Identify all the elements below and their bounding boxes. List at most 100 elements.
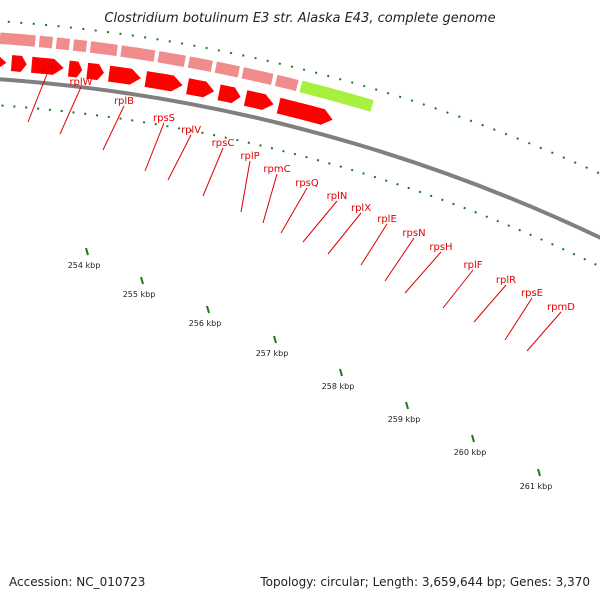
gene-label-rpsQ: rpsQ xyxy=(295,178,319,189)
gene-leader-line xyxy=(262,173,278,224)
gene-band-segment xyxy=(38,35,54,50)
kbp-major-tick xyxy=(206,305,210,314)
ruler-tick xyxy=(384,179,388,182)
gene-label-rplR: rplR xyxy=(496,275,516,286)
gene-leader-line xyxy=(202,147,224,197)
kbp-label: 254 kbp xyxy=(68,261,101,270)
gene-leader-line xyxy=(360,223,388,266)
kbp-major-tick xyxy=(405,401,409,410)
gene-band-segment-green xyxy=(299,80,374,112)
cds-arrow xyxy=(186,78,215,98)
ruler-tick xyxy=(305,155,308,159)
kbp-label: 259 kbp xyxy=(388,415,421,424)
kbp-label: 258 kbp xyxy=(322,382,355,391)
ruler-tick xyxy=(270,147,274,150)
gene-label-rplB: rplB xyxy=(114,96,134,107)
ruler-tick xyxy=(293,152,297,156)
ruler-tick xyxy=(373,175,377,179)
outer-tick xyxy=(585,166,588,169)
ruler-tick xyxy=(594,262,597,266)
cds-arrow xyxy=(67,60,83,78)
gene-band-segment xyxy=(119,44,157,63)
accession-text: Accession: NC_010723 xyxy=(9,575,145,589)
outer-tick xyxy=(339,78,342,81)
gene-band-segment xyxy=(274,74,300,92)
cds-arrow xyxy=(243,90,274,110)
gene-label-rpsC: rpsC xyxy=(212,138,235,149)
cds-arrow xyxy=(0,56,7,68)
outer-tick xyxy=(493,128,496,131)
kbp-label: 256 kbp xyxy=(189,319,222,328)
gene-label-rpsH: rpsH xyxy=(429,242,452,253)
gene-leader-line xyxy=(59,86,82,135)
ruler-tick xyxy=(316,158,320,162)
gene-label-rplN: rplN xyxy=(327,191,348,202)
gene-leader-line xyxy=(504,297,533,341)
gene-label-rplE: rplE xyxy=(377,214,397,225)
gene-band-segment xyxy=(187,55,214,73)
ruler-tick xyxy=(418,190,422,194)
gene-leader-line xyxy=(442,269,474,309)
ruler-tick xyxy=(441,198,444,202)
gene-label-rplV: rplV xyxy=(181,125,201,136)
outer-tick xyxy=(351,81,354,84)
outer-tick xyxy=(596,171,600,175)
gene-labels: rplD rplW rplB rpsS rplV rpsC rplP rpmC rpsQ rplN… xyxy=(27,64,575,352)
kbp-major-tick xyxy=(85,247,89,256)
outer-tick xyxy=(266,59,269,63)
outer-tick xyxy=(457,115,461,118)
gene-leader-line xyxy=(327,212,362,255)
outer-tick xyxy=(481,123,484,127)
outer-tick xyxy=(386,91,390,95)
kbp-major-tick xyxy=(339,368,343,377)
kbp-major-tick xyxy=(140,276,144,285)
genome-summary-text: Topology: circular; Length: 3,659,644 bp… xyxy=(259,575,590,589)
gene-leader-line xyxy=(404,251,442,294)
ruler-tick xyxy=(540,238,543,241)
gene-leader-line xyxy=(526,311,562,352)
outer-tick xyxy=(550,151,554,155)
cds-arrow xyxy=(108,65,141,85)
outer-tick xyxy=(374,88,378,91)
gene-label-rplD: rplD xyxy=(37,64,58,75)
gene-label-rplP: rplP xyxy=(240,151,259,162)
gene-leader-line xyxy=(102,105,125,151)
ruler-tick xyxy=(396,182,399,186)
ruler-tick xyxy=(496,219,500,223)
gene-leader-line xyxy=(302,200,338,243)
ruler-tick xyxy=(561,247,565,251)
kbp-major-tick xyxy=(273,335,277,344)
kbp-label: 255 kbp xyxy=(123,290,156,299)
kbp-ticks: 254 kbp 255 kbp 256 kbp 257 kbp 258 kbp 259 k… xyxy=(1,20,600,491)
gene-band-segment xyxy=(0,31,37,48)
gene-leader-line xyxy=(280,187,308,234)
ruler-tick xyxy=(247,141,251,145)
gene-label-rpmC: rpmC xyxy=(263,164,290,175)
ruler-tick xyxy=(529,233,532,237)
gene-label-rpsN: rpsN xyxy=(402,228,425,239)
ruler-tick xyxy=(583,257,587,261)
cds-arrow xyxy=(217,84,241,104)
ruler-tick xyxy=(485,215,489,218)
kbp-major-tick xyxy=(537,468,541,477)
ruler-tick xyxy=(572,252,576,256)
ruler-tick xyxy=(452,202,455,206)
ruler-tick xyxy=(259,144,262,147)
gene-leader-line xyxy=(240,160,251,213)
outer-tick xyxy=(539,146,543,150)
kbp-label: 257 kbp xyxy=(256,349,289,358)
ruler-tick xyxy=(362,172,365,175)
cds-arrow xyxy=(276,97,333,125)
ruler-tick xyxy=(407,186,410,190)
gene-label-rpmD: rpmD xyxy=(547,302,575,313)
outer-tick xyxy=(516,137,519,140)
cds-arrow xyxy=(31,56,64,75)
kbp-label: 260 kbp xyxy=(454,448,487,457)
outer-tick xyxy=(446,111,449,114)
outer-tick xyxy=(398,95,402,99)
outer-tick xyxy=(290,65,294,68)
outer-tick xyxy=(504,132,508,136)
cds-arrow xyxy=(10,55,27,72)
gene-leader-line xyxy=(144,122,165,172)
gene-leader-line xyxy=(384,237,415,282)
